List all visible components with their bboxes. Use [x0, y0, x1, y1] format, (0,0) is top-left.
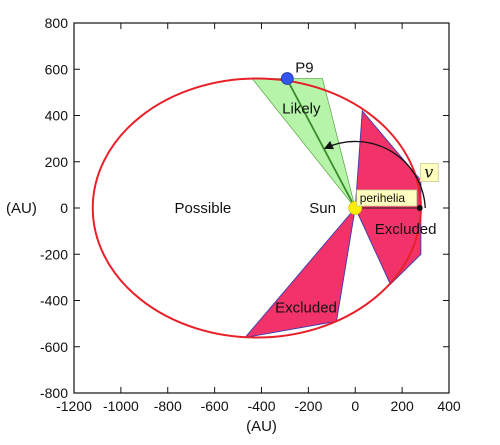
y-tick-label: 600: [45, 61, 69, 77]
region-label: Likely: [282, 101, 321, 118]
y-tick-label: -600: [40, 339, 68, 355]
y-axis-label: (AU): [6, 200, 37, 217]
x-tick-label: -1200: [56, 398, 92, 414]
y-tick-label: 800: [45, 15, 69, 31]
planet-marker: [280, 72, 294, 85]
y-axis: -800 -600 -400 -200 0 200 400 600 800: [40, 15, 449, 401]
x-tick-label: -600: [201, 398, 229, 414]
y-tick-label: -800: [40, 385, 68, 401]
angle-arc: [323, 140, 426, 209]
perihelia-label-box: [356, 189, 418, 207]
perihelia-label: perihelia: [360, 191, 406, 205]
perihelion-dot: [416, 205, 423, 211]
y-tick-label: -200: [40, 246, 68, 262]
x-axis-label: (AU): [246, 418, 277, 435]
y-tick-label: 200: [45, 154, 69, 170]
angle-label-box: [419, 163, 439, 182]
x-tick-label: 200: [390, 398, 414, 414]
x-tick-label: -800: [154, 398, 182, 414]
sun-label: Sun: [309, 200, 336, 217]
x-tick-label: -1000: [103, 398, 139, 414]
likely-center-line: [286, 79, 357, 209]
excluded-wedge-bottom: [243, 206, 356, 339]
x-axis: -1200 -1000 -800 -600 -400 -200 0 200 400: [56, 23, 461, 414]
x-tick-label: -200: [294, 398, 322, 414]
x-tick-label: -400: [247, 398, 275, 414]
planet-label: P9: [295, 60, 313, 77]
y-tick-label: 0: [60, 200, 68, 216]
y-tick-label: -400: [40, 293, 68, 309]
y-tick-label: 400: [45, 108, 69, 124]
angle-label: v: [424, 163, 433, 182]
region-label: Excluded: [375, 221, 437, 238]
region-label: Excluded: [275, 299, 337, 316]
x-tick-label: 0: [351, 398, 359, 414]
x-tick-label: 400: [437, 398, 461, 414]
region-label: Possible: [175, 200, 232, 217]
region-labels: Possible Likely Excluded Excluded: [175, 101, 437, 317]
